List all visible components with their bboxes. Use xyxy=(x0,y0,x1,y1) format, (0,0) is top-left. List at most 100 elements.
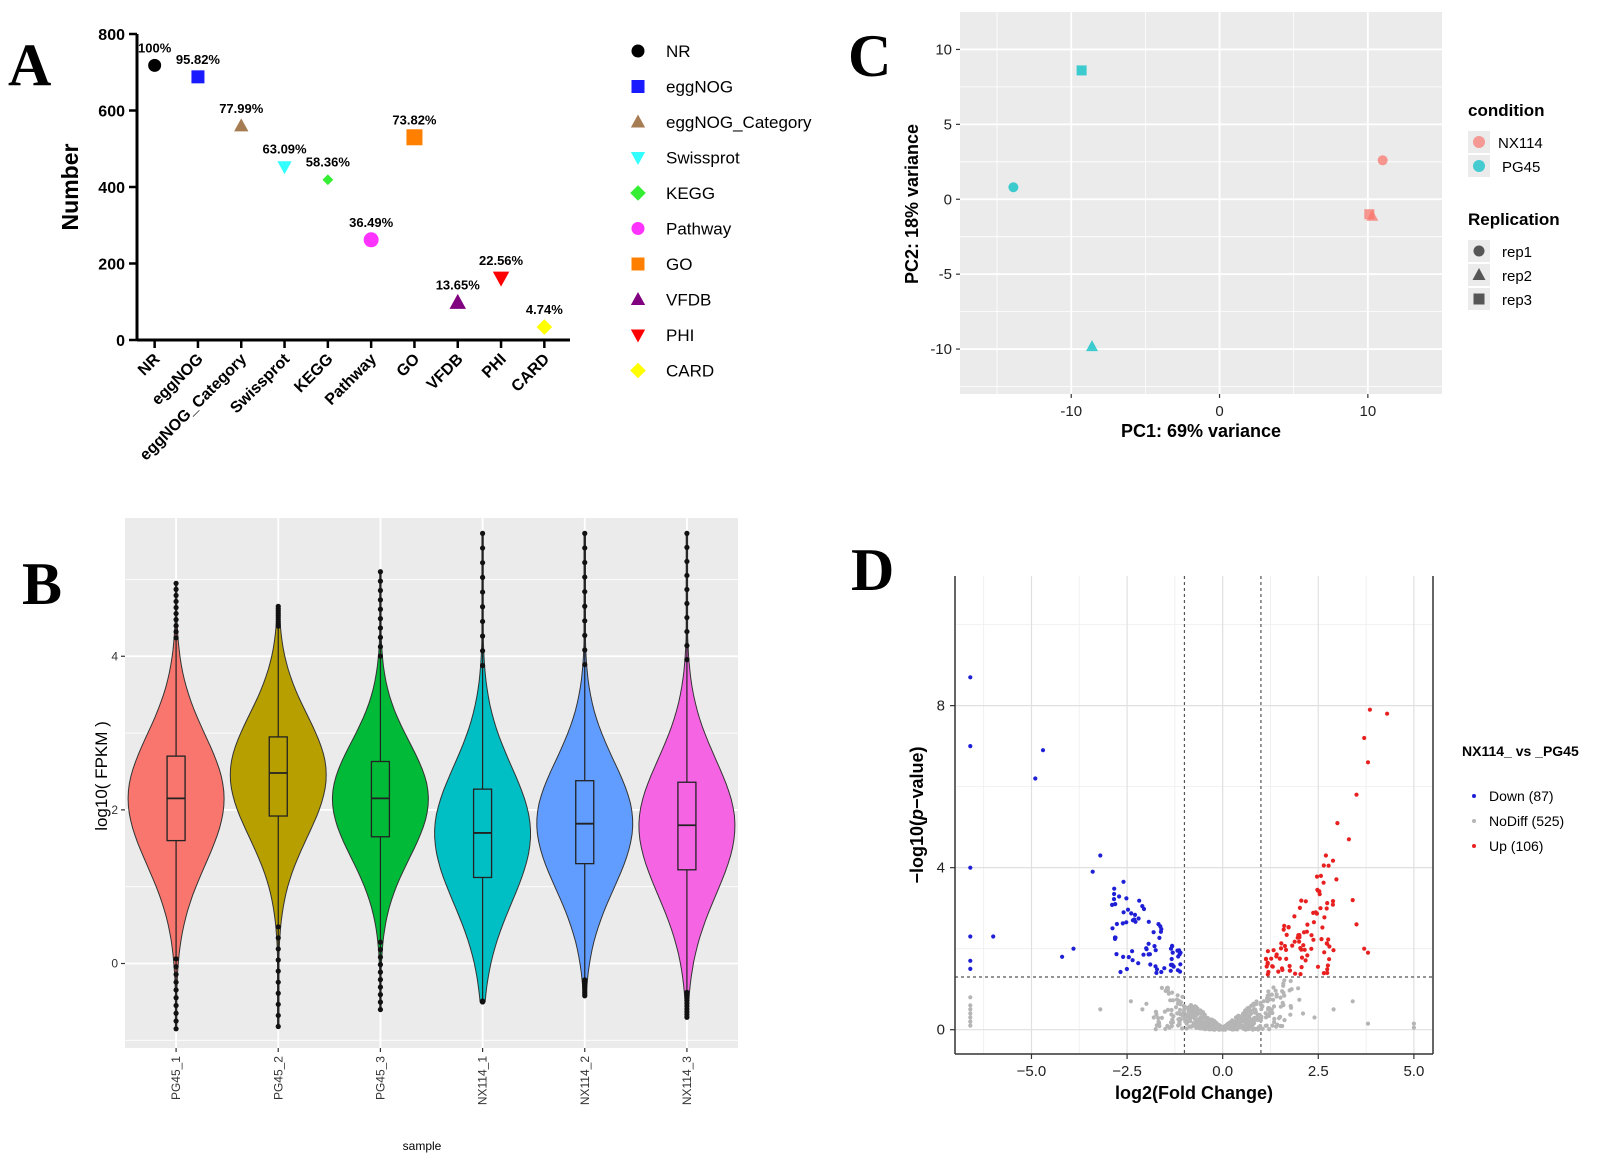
nodiff-point xyxy=(1276,1016,1282,1021)
nodiff-point xyxy=(1162,1009,1167,1014)
legend-nx114-key xyxy=(1473,136,1485,148)
up-point xyxy=(1315,964,1321,969)
nodiff-point xyxy=(1288,978,1293,984)
nodiff-point xyxy=(1165,985,1170,990)
nodiff-point xyxy=(1271,1004,1277,1009)
down-point xyxy=(1124,896,1129,901)
nodiff-point xyxy=(1274,994,1279,999)
down-point xyxy=(1130,949,1135,954)
panel-c-ticks: -10 0 10 -10 -5 0 5 10 xyxy=(930,41,1376,420)
down-point xyxy=(1112,886,1117,891)
point-go xyxy=(406,129,423,146)
up-point xyxy=(1276,969,1281,974)
up-point xyxy=(1265,960,1270,966)
nodiff-point xyxy=(1217,1026,1222,1032)
up-point xyxy=(1274,954,1279,959)
nodiff-point xyxy=(1273,988,1278,993)
box-nx114-2 xyxy=(575,780,595,865)
percent-label-kegg: 58.36% xyxy=(306,155,351,170)
panel-d-threshold-lines xyxy=(955,576,1433,1054)
outlier-dot xyxy=(377,992,384,998)
up-point xyxy=(1362,735,1367,741)
up-point xyxy=(1265,972,1270,977)
legend-down-label: Down (87) xyxy=(1489,788,1554,804)
outlier-dot xyxy=(173,580,179,586)
x-tick-label: -10 xyxy=(1060,403,1082,420)
nodiff-point xyxy=(1223,1025,1228,1030)
y-tick-label: 8 xyxy=(937,698,945,715)
outlier-dot xyxy=(684,544,690,550)
down-point xyxy=(1152,944,1157,949)
legend-key-eggnog xyxy=(631,80,645,93)
outlier-dot xyxy=(173,598,179,605)
nodiff-point xyxy=(1173,1005,1179,1010)
nodiff-point xyxy=(1267,1010,1273,1016)
outlier-dot xyxy=(582,559,588,566)
outlier-dot xyxy=(173,1018,179,1024)
down-point xyxy=(1117,894,1122,899)
nodiff-point xyxy=(1196,1017,1201,1022)
outlier-dot xyxy=(377,984,384,990)
down-point xyxy=(1071,946,1076,951)
down-point xyxy=(1132,912,1138,918)
up-point xyxy=(1297,935,1302,940)
down-point xyxy=(1141,952,1146,957)
panel-a-y-ticks: 0 200 400 600 800 xyxy=(98,27,137,350)
legend-rep2-key xyxy=(1472,268,1486,280)
down-point xyxy=(1175,948,1180,953)
panel-d-points xyxy=(968,675,1416,1032)
panel-a-points xyxy=(148,58,553,335)
legend-label-vfdb: VFDB xyxy=(666,291,711,310)
nodiff-point xyxy=(1236,1013,1241,1018)
panel-b-x-title: sample xyxy=(403,1139,442,1153)
up-point xyxy=(1282,923,1287,929)
y-tick-label: 400 xyxy=(98,180,125,197)
nodiff-point xyxy=(1258,1026,1264,1031)
outlier-dot xyxy=(173,635,179,641)
up-point xyxy=(1362,946,1367,951)
outlier-dot xyxy=(377,1006,384,1013)
outlier-dot xyxy=(173,617,179,623)
panel-b-violins xyxy=(127,530,736,1032)
up-point xyxy=(1287,968,1293,973)
nodiff-point xyxy=(1266,1007,1271,1012)
down-point xyxy=(1171,964,1176,969)
y-tick-label: 5 xyxy=(944,116,952,133)
up-point xyxy=(1286,925,1291,930)
panel-d-y-title: −log10(p−value) xyxy=(907,746,927,883)
nodiff-point xyxy=(1165,1007,1171,1012)
nodiff-point xyxy=(1289,1005,1294,1010)
up-point xyxy=(1271,948,1276,953)
nodiff-point xyxy=(1237,1022,1242,1027)
outlier-dot xyxy=(479,648,486,654)
legend-label-eggnog-category: eggNOG_Category xyxy=(666,113,812,132)
legend-label-phi: PHI xyxy=(666,326,694,345)
outlier-dot xyxy=(173,586,179,592)
outlier-dot xyxy=(173,1010,179,1016)
nodiff-point xyxy=(968,1007,973,1012)
panel-c-legend: condition NX114 PG45 Replication rep1 re… xyxy=(1468,101,1560,310)
nodiff-point xyxy=(1177,1007,1183,1013)
panel-a-x-ticks: NReggNOGeggNOG_CategorySwissprotKEGGPath… xyxy=(135,340,553,464)
nodiff-point xyxy=(1163,988,1168,994)
nodiff-point xyxy=(968,1011,973,1016)
down-point xyxy=(1177,969,1183,974)
nodiff-point xyxy=(1151,1015,1156,1020)
down-point xyxy=(968,966,973,972)
outlier-dot xyxy=(684,1014,690,1020)
up-point xyxy=(1299,898,1304,903)
nodiff-point xyxy=(1312,1015,1317,1020)
outlier-dot xyxy=(275,935,281,941)
x-tick-label-phi: PHI xyxy=(479,351,510,382)
outlier-dot xyxy=(377,969,384,975)
x-tick-label-pg45-1: PG45_1 xyxy=(169,1056,183,1100)
down-point xyxy=(1129,911,1134,916)
down-point xyxy=(1146,941,1151,946)
legend-key-nr xyxy=(631,44,645,58)
down-point xyxy=(968,675,973,680)
panel-d-grid xyxy=(955,576,1433,1054)
legend-up-key xyxy=(1472,844,1476,848)
point-eggnog-category xyxy=(234,118,249,132)
legend-pg45-label: PG45 xyxy=(1502,159,1540,176)
nodiff-point xyxy=(1170,990,1175,995)
